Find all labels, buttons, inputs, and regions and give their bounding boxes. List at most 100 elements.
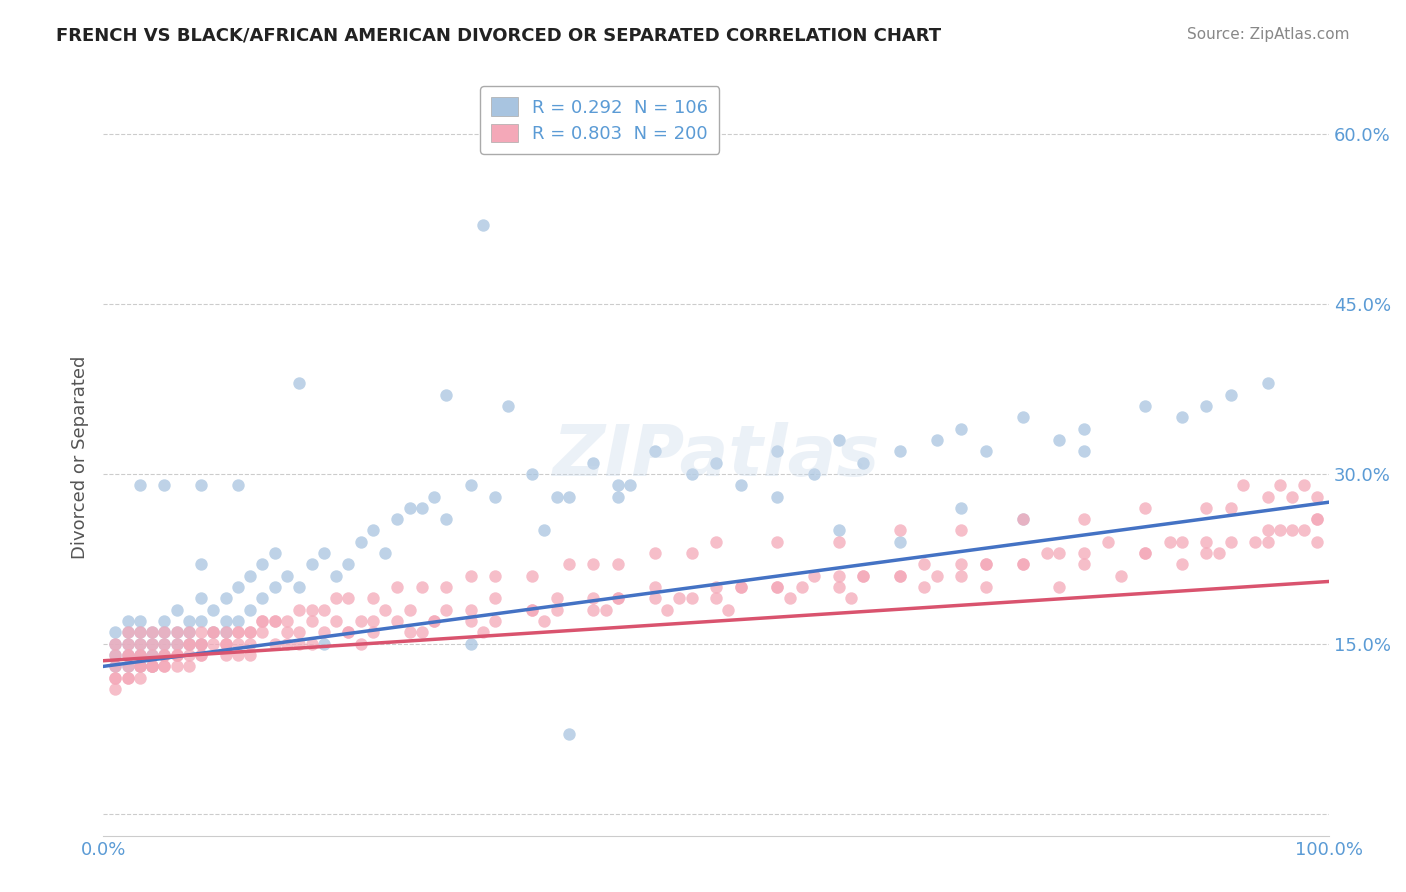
Point [1011,410,1033,425]
Point [129,637,152,651]
Point [607,490,630,504]
Point [1281,490,1303,504]
Point [301,614,323,628]
Point [1133,399,1156,413]
Point [766,580,789,594]
Point [202,625,225,640]
Point [1047,580,1070,594]
Point [460,478,482,492]
Point [226,580,249,594]
Point [1047,546,1070,560]
Point [1257,524,1279,538]
Point [226,648,249,662]
Point [129,625,152,640]
Point [472,218,495,232]
Point [166,603,188,617]
Text: ZIPatlas: ZIPatlas [553,423,880,491]
Point [190,614,212,628]
Point [166,625,188,640]
Point [522,467,544,481]
Point [1171,534,1194,549]
Point [950,558,973,572]
Point [288,603,311,617]
Point [190,637,212,651]
Point [202,637,225,651]
Point [434,580,457,594]
Point [398,603,420,617]
Point [558,558,581,572]
Point [117,614,139,628]
Point [190,648,212,662]
Point [301,637,323,651]
Point [104,637,127,651]
Point [252,591,274,606]
Point [117,648,139,662]
Point [177,625,200,640]
Point [215,625,238,640]
Point [104,648,127,662]
Point [166,648,188,662]
Point [104,625,127,640]
Point [141,637,163,651]
Point [730,580,752,594]
Point [423,490,446,504]
Point [730,580,752,594]
Point [153,659,176,673]
Point [1244,534,1267,549]
Point [950,524,973,538]
Point [117,648,139,662]
Point [730,478,752,492]
Point [361,614,384,628]
Point [484,569,506,583]
Point [607,478,630,492]
Point [337,558,360,572]
Point [190,591,212,606]
Point [117,625,139,640]
Point [950,421,973,435]
Point [141,659,163,673]
Point [496,399,519,413]
Point [129,659,152,673]
Point [668,591,690,606]
Point [1306,490,1329,504]
Point [582,558,605,572]
Point [104,659,127,673]
Point [117,648,139,662]
Point [387,580,409,594]
Text: FRENCH VS BLACK/AFRICAN AMERICAN DIVORCED OR SEPARATED CORRELATION CHART: FRENCH VS BLACK/AFRICAN AMERICAN DIVORCE… [56,27,942,45]
Legend: R = 0.292  N = 106, R = 0.803  N = 200: R = 0.292 N = 106, R = 0.803 N = 200 [479,87,718,154]
Point [312,625,335,640]
Point [361,524,384,538]
Point [215,625,238,640]
Point [129,671,152,685]
Point [852,569,875,583]
Point [1036,546,1059,560]
Point [166,648,188,662]
Point [239,603,262,617]
Point [607,591,630,606]
Point [434,603,457,617]
Point [839,591,862,606]
Point [337,625,360,640]
Point [1219,500,1241,515]
Point [1011,512,1033,526]
Point [681,467,703,481]
Point [460,614,482,628]
Point [595,603,617,617]
Point [117,637,139,651]
Point [276,625,298,640]
Point [117,637,139,651]
Point [166,659,188,673]
Point [166,648,188,662]
Point [522,603,544,617]
Point [190,648,212,662]
Point [141,659,163,673]
Point [460,637,482,651]
Point [914,580,936,594]
Point [276,637,298,651]
Point [129,648,152,662]
Point [263,637,285,651]
Point [558,727,581,741]
Point [1257,376,1279,391]
Point [141,659,163,673]
